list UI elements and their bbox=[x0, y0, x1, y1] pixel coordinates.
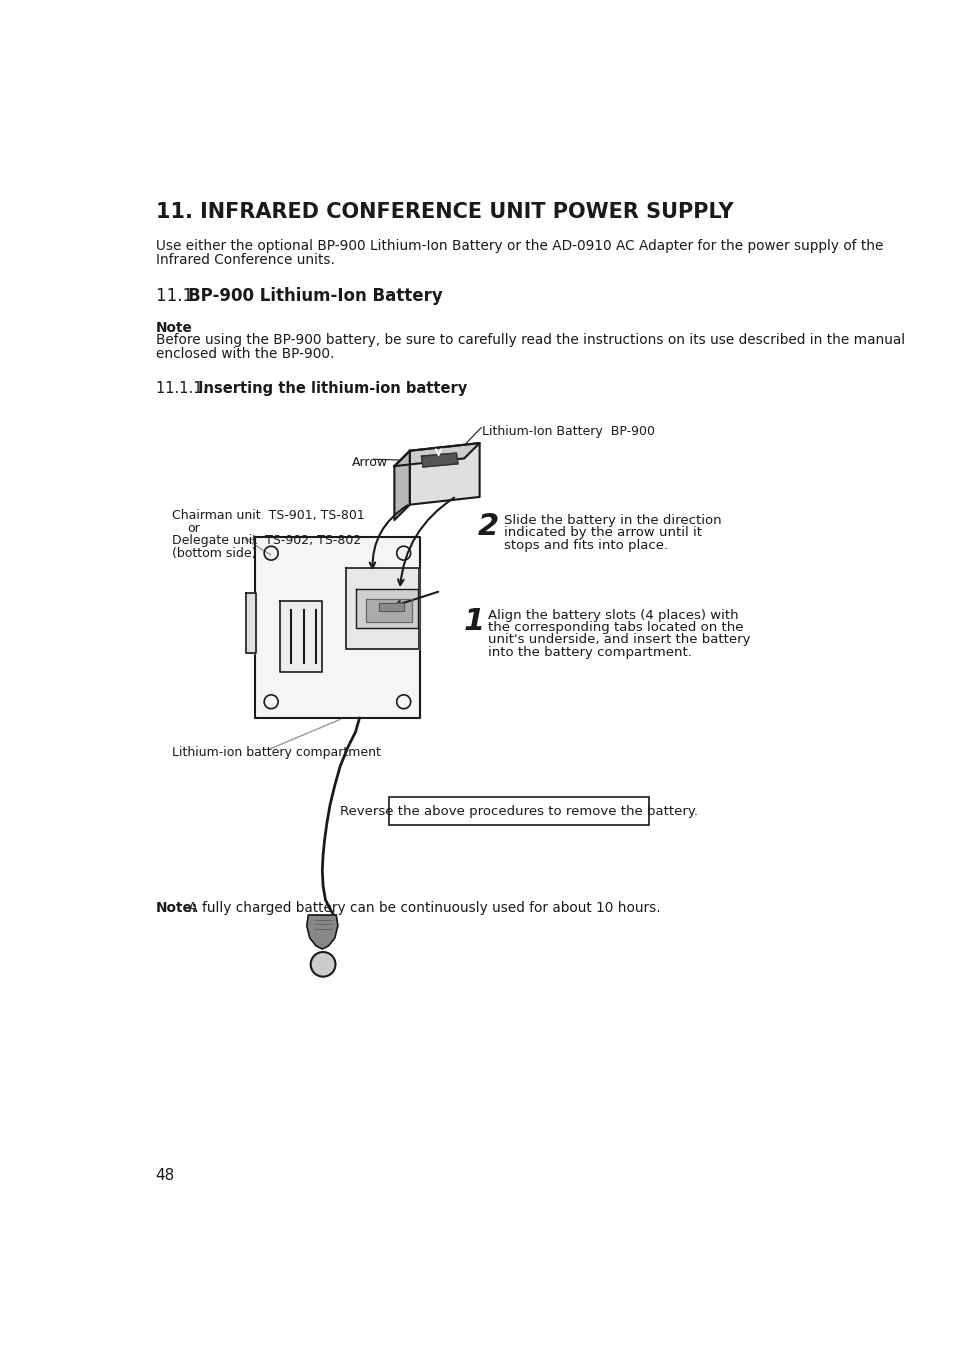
Text: 1: 1 bbox=[463, 608, 484, 636]
Text: Note: Note bbox=[155, 320, 193, 335]
Polygon shape bbox=[410, 443, 479, 505]
Polygon shape bbox=[394, 451, 410, 520]
Text: (bottom side): (bottom side) bbox=[172, 547, 256, 560]
Circle shape bbox=[311, 952, 335, 976]
Text: Arrow: Arrow bbox=[352, 456, 388, 470]
Text: Reverse the above procedures to remove the battery.: Reverse the above procedures to remove t… bbox=[340, 805, 698, 818]
Text: indicated by the arrow until it: indicated by the arrow until it bbox=[503, 526, 700, 539]
Polygon shape bbox=[345, 568, 418, 648]
Polygon shape bbox=[254, 537, 419, 718]
Text: 11. INFRARED CONFERENCE UNIT POWER SUPPLY: 11. INFRARED CONFERENCE UNIT POWER SUPPL… bbox=[155, 202, 733, 221]
Text: 11.1.: 11.1. bbox=[155, 286, 203, 305]
Text: enclosed with the BP-900.: enclosed with the BP-900. bbox=[155, 347, 334, 360]
Text: or: or bbox=[187, 521, 200, 535]
Polygon shape bbox=[421, 454, 457, 467]
Text: the corresponding tabs located on the: the corresponding tabs located on the bbox=[488, 621, 743, 634]
Text: into the battery compartment.: into the battery compartment. bbox=[488, 645, 691, 659]
Text: Delegate unit  TS-902, TS-802: Delegate unit TS-902, TS-802 bbox=[172, 533, 361, 547]
Text: Before using the BP-900 battery, be sure to carefully read the instructions on i: Before using the BP-900 battery, be sure… bbox=[155, 333, 903, 347]
Polygon shape bbox=[365, 599, 412, 622]
Text: Inserting the lithium-ion battery: Inserting the lithium-ion battery bbox=[198, 381, 467, 396]
Text: BP-900 Lithium-Ion Battery: BP-900 Lithium-Ion Battery bbox=[188, 286, 442, 305]
Text: stops and fits into place.: stops and fits into place. bbox=[503, 539, 667, 552]
Text: Align the battery slots (4 places) with: Align the battery slots (4 places) with bbox=[488, 609, 738, 621]
Bar bbox=[389, 798, 649, 825]
Text: A fully charged battery can be continuously used for about 10 hours.: A fully charged battery can be continuou… bbox=[183, 902, 659, 915]
Text: 2: 2 bbox=[476, 513, 498, 541]
Text: Chairman unit  TS-901, TS-801: Chairman unit TS-901, TS-801 bbox=[172, 509, 364, 521]
Text: Slide the battery in the direction: Slide the battery in the direction bbox=[503, 514, 720, 526]
Text: 11.1.1.: 11.1.1. bbox=[155, 381, 212, 396]
Polygon shape bbox=[245, 593, 256, 653]
Text: Lithium-Ion Battery  BP-900: Lithium-Ion Battery BP-900 bbox=[481, 425, 655, 439]
Polygon shape bbox=[355, 590, 417, 628]
Polygon shape bbox=[307, 915, 337, 949]
Text: Lithium-ion battery compartment: Lithium-ion battery compartment bbox=[172, 745, 380, 759]
Text: unit's underside, and insert the battery: unit's underside, and insert the battery bbox=[488, 633, 750, 647]
Polygon shape bbox=[280, 601, 322, 672]
Polygon shape bbox=[394, 443, 479, 466]
Text: Use either the optional BP-900 Lithium-Ion Battery or the AD-0910 AC Adapter for: Use either the optional BP-900 Lithium-I… bbox=[155, 239, 882, 252]
Text: Note:: Note: bbox=[155, 902, 197, 915]
Text: 48: 48 bbox=[155, 1168, 174, 1184]
Polygon shape bbox=[378, 603, 404, 612]
Text: Infrared Conference units.: Infrared Conference units. bbox=[155, 252, 335, 267]
